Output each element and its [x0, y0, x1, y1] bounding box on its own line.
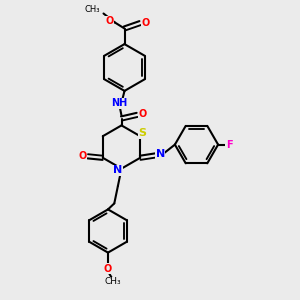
Text: O: O: [106, 16, 114, 26]
Text: CH₃: CH₃: [84, 5, 100, 14]
Text: O: O: [104, 263, 112, 274]
Text: F: F: [226, 140, 232, 150]
Text: NH: NH: [111, 98, 127, 109]
Text: S: S: [139, 128, 147, 138]
Text: O: O: [138, 109, 146, 119]
Text: N: N: [113, 165, 122, 175]
Text: O: O: [79, 151, 87, 161]
Text: CH₃: CH₃: [105, 278, 122, 286]
Text: O: O: [141, 17, 149, 28]
Text: N: N: [156, 149, 165, 159]
